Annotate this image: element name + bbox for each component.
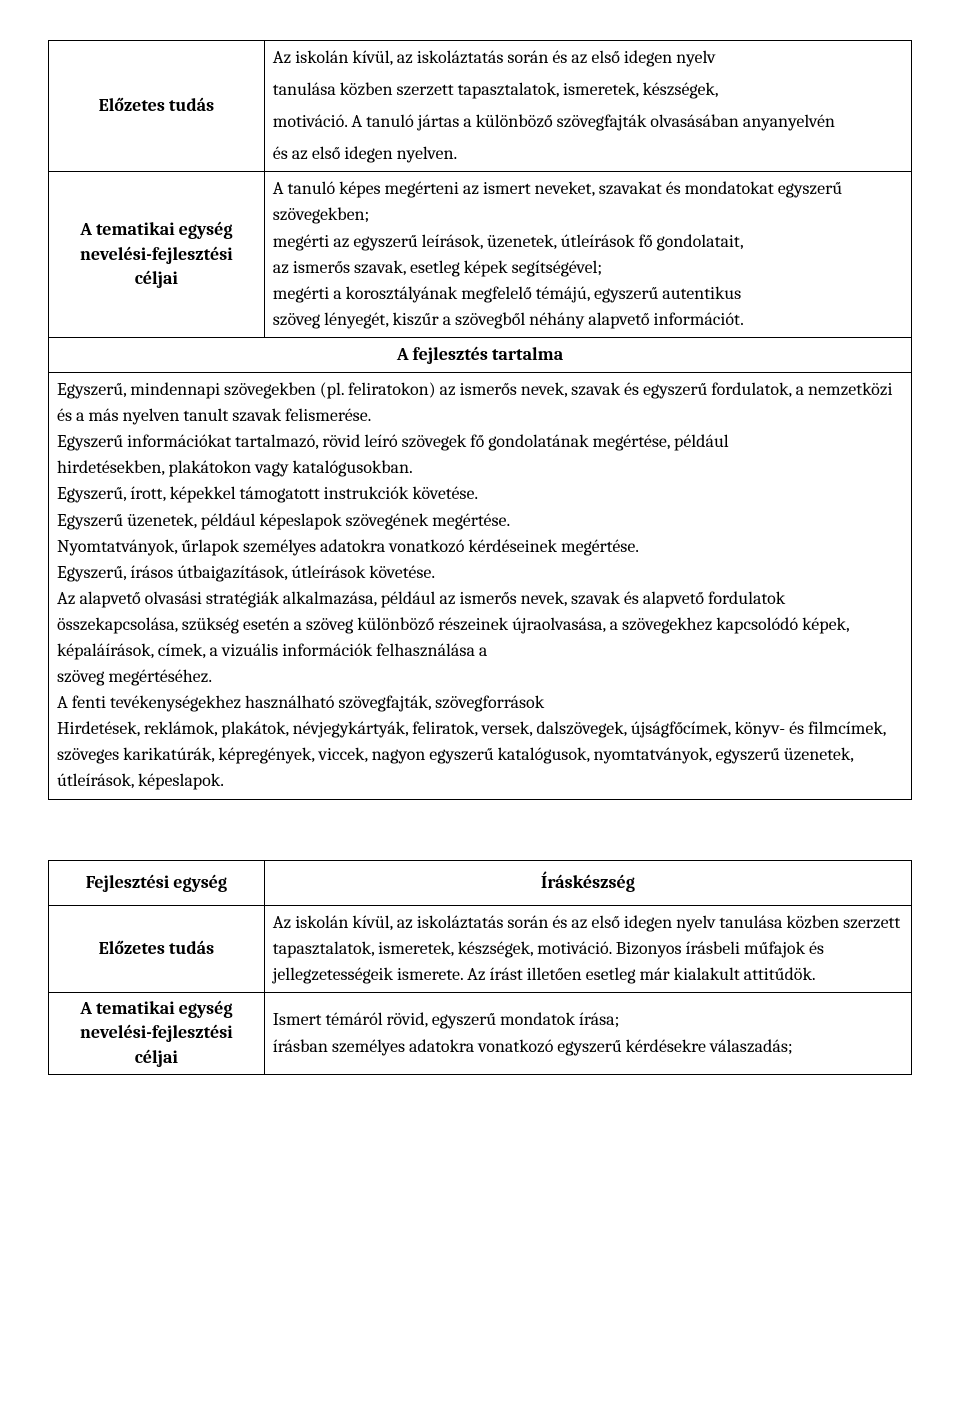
text-line: Egyszerű, írásos útbaigazítások, útleírá…: [57, 560, 903, 586]
table2-row1-content: Íráskészség: [264, 860, 911, 905]
table1-row2-label: A tematikai egység nevelési-fejlesztési …: [49, 172, 265, 338]
text-line: Az alapvető olvasási stratégiák alkalmaz…: [57, 586, 903, 664]
text-line: A tanuló képes megérteni az ismert nevek…: [273, 176, 903, 228]
text-line: Egyszerű, mindennapi szövegekben (pl. fe…: [57, 377, 903, 429]
text-line: Ismert témáról rövid, egyszerű mondatok …: [273, 1007, 903, 1033]
text-line: megérti az egyszerű leírások, üzenetek, …: [273, 229, 903, 255]
table1-row1-content: Az iskolán kívül, az iskoláztatás során …: [264, 41, 911, 172]
text-line: Egyszerű, írott, képekkel támogatott ins…: [57, 481, 903, 507]
table2-row2-content: Az iskolán kívül, az iskoláztatás során …: [264, 905, 911, 992]
table1-row3-header: A fejlesztés tartalma: [49, 337, 912, 372]
development-content-body: Egyszerű, mindennapi szövegekben (pl. fe…: [49, 373, 912, 800]
table2-row2-label: Előzetes tudás: [49, 905, 265, 992]
table2-row1-label: Fejlesztési egység: [49, 860, 265, 905]
text-line: Hirdetések, reklámok, plakátok, névjegyk…: [57, 716, 903, 794]
table1-row1: Előzetes tudás Az iskolán kívül, az isko…: [49, 41, 912, 172]
table1-row2-content: A tanuló képes megérteni az ismert nevek…: [264, 172, 911, 338]
text-line: és az első idegen nyelven.: [273, 141, 903, 167]
table1-row2: A tematikai egység nevelési-fejlesztési …: [49, 172, 912, 338]
table2-row3-label: A tematikai egység nevelési-fejlesztési …: [49, 993, 265, 1075]
text-line: tanulása közben szerzett tapasztalatok, …: [273, 77, 903, 103]
text-line: Egyszerű üzenetek, például képeslapok sz…: [57, 508, 903, 534]
table1-row3-body: Egyszerű, mindennapi szövegekben (pl. fe…: [49, 373, 912, 800]
table2-row1: Fejlesztési egység Íráskészség: [49, 860, 912, 905]
text-line: A fenti tevékenységekhez használható szö…: [57, 690, 903, 716]
text-line: Nyomtatványok, űrlapok személyes adatokr…: [57, 534, 903, 560]
table1-row1-label: Előzetes tudás: [49, 41, 265, 172]
curriculum-table-1: Előzetes tudás Az iskolán kívül, az isko…: [48, 40, 912, 800]
table2-row3: A tematikai egység nevelési-fejlesztési …: [49, 993, 912, 1075]
text-line: szöveg megértéséhez.: [57, 664, 903, 690]
text-line: hirdetésekben, plakátokon vagy katalógus…: [57, 455, 903, 481]
development-content-heading: A fejlesztés tartalma: [49, 337, 912, 372]
table2-row2: Előzetes tudás Az iskolán kívül, az isko…: [49, 905, 912, 992]
text-line: szöveg lényegét, kiszűr a szövegből néhá…: [273, 307, 903, 333]
table2-row3-content: Ismert témáról rövid, egyszerű mondatok …: [264, 993, 911, 1075]
text-line: írásban személyes adatokra vonatkozó egy…: [273, 1034, 903, 1060]
text-line: Egyszerű információkat tartalmazó, rövid…: [57, 429, 903, 455]
text-line: az ismerős szavak, esetleg képek segítsé…: [273, 255, 903, 281]
text-line: Az iskolán kívül, az iskoláztatás során …: [273, 45, 903, 71]
text-line: megérti a korosztályának megfelelő témáj…: [273, 281, 903, 307]
text-line: motiváció. A tanuló jártas a különböző s…: [273, 109, 903, 135]
curriculum-table-2: Fejlesztési egység Íráskészség Előzetes …: [48, 860, 912, 1075]
